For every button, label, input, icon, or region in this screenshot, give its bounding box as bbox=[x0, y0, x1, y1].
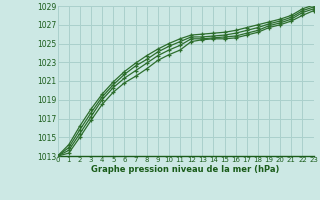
X-axis label: Graphe pression niveau de la mer (hPa): Graphe pression niveau de la mer (hPa) bbox=[92, 165, 280, 174]
